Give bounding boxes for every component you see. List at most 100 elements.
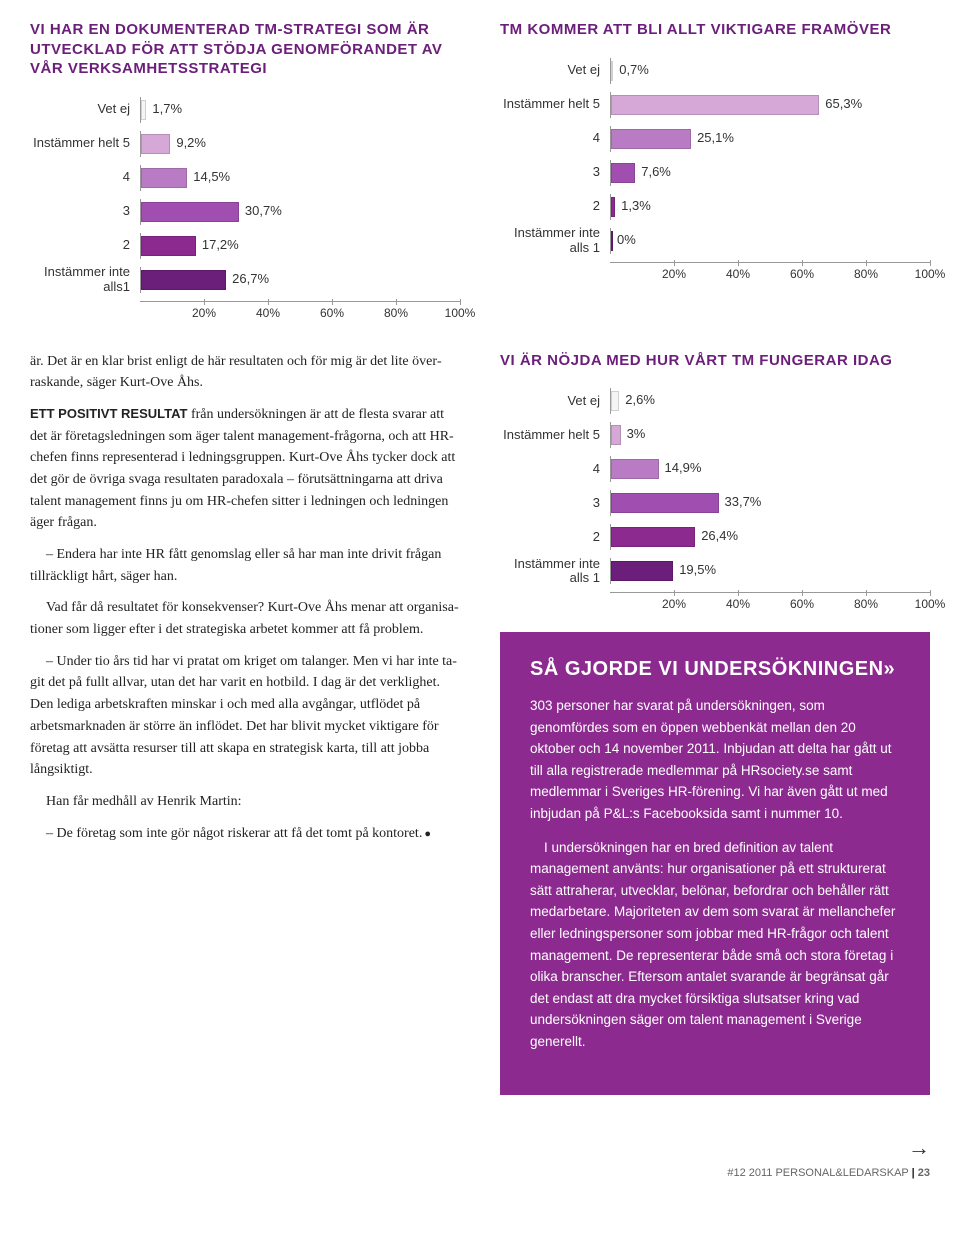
bar-track: 1,3% (610, 194, 930, 220)
bar-value: 1,3% (621, 198, 651, 213)
bar-row: 3 7,6% (500, 160, 930, 186)
bar-value: 26,4% (701, 528, 738, 543)
bar-fill (611, 95, 819, 115)
infobox-p2: I undersökningen har en bred definition … (530, 837, 900, 1053)
bar-row: 4 25,1% (500, 126, 930, 152)
chart1-title: VI HAR EN DOKUMENTERAD TM-STRATEGI SOM Ä… (30, 20, 460, 79)
article-body: är. Det är en klar brist enligt de här r… (30, 351, 460, 1095)
footer-issue: #12 2011 PERSONAL&LEDARSKAP (727, 1167, 908, 1179)
bar-label: Instämmer inte alls 1 (500, 557, 610, 586)
bar-row: Instämmer inte alls 1 0% (500, 228, 930, 254)
bar-label: 2 (30, 238, 140, 252)
bar-row: 2 26,4% (500, 524, 930, 550)
bar-fill (141, 236, 196, 256)
chart1: VI HAR EN DOKUMENTERAD TM-STRATEGI SOM Ä… (30, 20, 460, 321)
mid-row: är. Det är en klar brist enligt de här r… (30, 351, 930, 1095)
bar-label: 2 (500, 199, 610, 213)
bar-label: Instämmer inte alls1 (30, 265, 140, 294)
bar-track: 0,7% (610, 58, 930, 84)
bar-value: 65,3% (825, 96, 862, 111)
bar-value: 14,9% (665, 460, 702, 475)
bar-fill (141, 168, 187, 188)
bar-fill (611, 561, 673, 581)
axis-tick: 40% (726, 267, 750, 281)
body-p7: – De företag som inte gör något riskerar… (30, 823, 460, 845)
axis-tick: 20% (192, 306, 216, 320)
bar-fill (141, 202, 239, 222)
body-p1: är. Det är en klar brist enligt de här r… (30, 351, 460, 394)
bar-label: Vet ej (500, 394, 610, 408)
bar-row: Instämmer helt 5 65,3% (500, 92, 930, 118)
bar-label: 4 (30, 170, 140, 184)
footer-line: #12 2011 PERSONAL&LEDARSKAP | 23 (30, 1167, 930, 1179)
chart2: TM KOMMER ATT BLI ALLT VIKTIGARE FRAMÖVE… (500, 20, 930, 321)
chart2-title: TM KOMMER ATT BLI ALLT VIKTIGARE FRAMÖVE… (500, 20, 930, 40)
bar-fill (611, 391, 619, 411)
bar-label: 3 (500, 496, 610, 510)
bar-label: 3 (30, 204, 140, 218)
axis-tick: 80% (854, 267, 878, 281)
bar-track: 14,5% (140, 165, 460, 191)
chart2-bars: Vet ej 0,7% Instämmer helt 5 65,3% 4 25,… (500, 58, 930, 282)
body-p5: – Under tio års tid har vi pratat om kri… (30, 651, 460, 781)
bar-track: 65,3% (610, 92, 930, 118)
bar-value: 33,7% (725, 494, 762, 509)
bar-label: Instämmer helt 5 (30, 136, 140, 150)
bar-row: 4 14,5% (30, 165, 460, 191)
axis-tick: 100% (915, 597, 946, 611)
axis-tick: 40% (256, 306, 280, 320)
bar-track: 33,7% (610, 490, 930, 516)
infobox-title: SÅ GJORDE VI UNDERSÖKNINGEN» (530, 658, 900, 681)
top-charts-row: VI HAR EN DOKUMENTERAD TM-STRATEGI SOM Ä… (30, 20, 930, 321)
bar-fill (141, 270, 226, 290)
axis-tick: 100% (915, 267, 946, 281)
body-p2-rest: från undersök­ningen är att de flesta sv… (30, 407, 455, 530)
body-p4: Vad får då resultatet för konsekven­ser?… (30, 597, 460, 640)
axis-tick: 40% (726, 597, 750, 611)
bar-label: Vet ej (30, 102, 140, 116)
bar-row: Vet ej 2,6% (500, 388, 930, 414)
bar-fill (611, 493, 719, 513)
chart1-bars: Vet ej 1,7% Instämmer helt 5 9,2% 4 14,5… (30, 97, 460, 321)
axis-tick: 20% (662, 267, 686, 281)
bar-value: 14,5% (193, 169, 230, 184)
bar-track: 7,6% (610, 160, 930, 186)
bar-value: 26,7% (232, 271, 269, 286)
bar-value: 19,5% (679, 562, 716, 577)
page: VI HAR EN DOKUMENTERAD TM-STRATEGI SOM Ä… (30, 20, 930, 1179)
axis-tick: 60% (790, 267, 814, 281)
footer-page: 23 (918, 1167, 930, 1179)
bar-track: 3% (610, 422, 930, 448)
bar-fill (611, 231, 613, 251)
axis-ticks: 20%40%60%80%100% (610, 592, 930, 612)
bar-track: 19,5% (610, 558, 930, 584)
bar-fill (611, 129, 691, 149)
bar-value: 0,7% (619, 62, 649, 77)
bar-fill (141, 134, 170, 154)
axis-row: 20%40%60%80%100% (500, 262, 930, 282)
axis-ticks: 20%40%60%80%100% (140, 301, 460, 321)
bar-value: 2,6% (625, 392, 655, 407)
chart3-title: VI ÄR NÖJDA MED HUR VÅRT TM FUNGERAR IDA… (500, 351, 930, 371)
bar-row: Instämmer inte alls1 26,7% (30, 267, 460, 293)
bar-label: Instämmer helt 5 (500, 428, 610, 442)
bar-fill (611, 527, 695, 547)
bar-row: Instämmer helt 5 9,2% (30, 131, 460, 157)
bar-label: 2 (500, 530, 610, 544)
bar-value: 3% (627, 426, 646, 441)
chart3-column: VI ÄR NÖJDA MED HUR VÅRT TM FUNGERAR IDA… (500, 351, 930, 1095)
body-p3: – Endera har inte HR fått genom­slag ell… (30, 544, 460, 587)
bar-value: 7,6% (641, 164, 671, 179)
bar-track: 17,2% (140, 233, 460, 259)
bar-track: 9,2% (140, 131, 460, 157)
bar-fill (611, 197, 615, 217)
bar-label: Instämmer inte alls 1 (500, 226, 610, 255)
bar-value: 0% (617, 232, 636, 247)
bar-label: 4 (500, 462, 610, 476)
axis-ticks: 20%40%60%80%100% (610, 262, 930, 282)
page-footer: → (30, 1135, 930, 1161)
bar-row: Vet ej 1,7% (30, 97, 460, 123)
axis-row: 20%40%60%80%100% (500, 592, 930, 612)
bar-value: 9,2% (176, 135, 206, 150)
bar-row: 2 17,2% (30, 233, 460, 259)
